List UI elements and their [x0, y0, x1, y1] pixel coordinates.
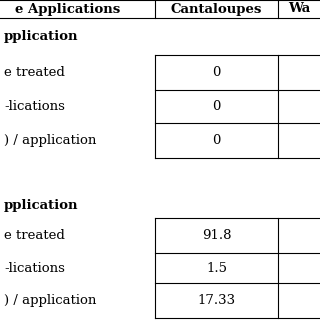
Text: pplication: pplication [4, 198, 78, 212]
Text: 17.33: 17.33 [197, 294, 236, 307]
Text: pplication: pplication [4, 30, 78, 43]
Text: 0: 0 [212, 100, 221, 113]
Text: e treated: e treated [4, 229, 65, 242]
Text: -lications: -lications [4, 100, 65, 113]
Text: ) / application: ) / application [4, 294, 96, 307]
Text: 0: 0 [212, 134, 221, 147]
Text: -lications: -lications [4, 261, 65, 275]
Text: 91.8: 91.8 [202, 229, 231, 242]
Text: 1.5: 1.5 [206, 261, 227, 275]
Text: ) / application: ) / application [4, 134, 96, 147]
Text: Wa: Wa [288, 3, 310, 15]
Text: e treated: e treated [4, 66, 65, 79]
Text: 0: 0 [212, 66, 221, 79]
Text: e Applications: e Applications [15, 3, 120, 15]
Text: Cantaloupes: Cantaloupes [171, 3, 262, 15]
